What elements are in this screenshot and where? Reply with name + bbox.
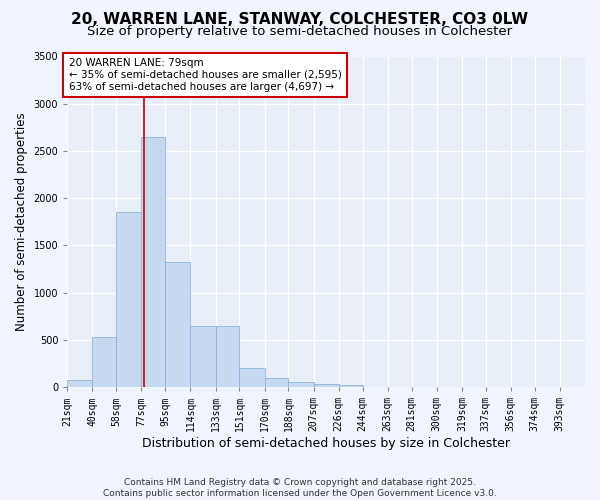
- Bar: [265, 378, 289, 387]
- Bar: [116, 212, 142, 387]
- Text: Contains HM Land Registry data © Crown copyright and database right 2025.
Contai: Contains HM Land Registry data © Crown c…: [103, 478, 497, 498]
- Bar: [166, 262, 190, 387]
- Text: 20, WARREN LANE, STANWAY, COLCHESTER, CO3 0LW: 20, WARREN LANE, STANWAY, COLCHESTER, CO…: [71, 12, 529, 28]
- Bar: [92, 337, 116, 387]
- Y-axis label: Number of semi-detached properties: Number of semi-detached properties: [15, 112, 28, 331]
- Bar: [142, 137, 166, 387]
- Bar: [215, 326, 239, 387]
- Text: 20 WARREN LANE: 79sqm
← 35% of semi-detached houses are smaller (2,595)
63% of s: 20 WARREN LANE: 79sqm ← 35% of semi-deta…: [68, 58, 341, 92]
- Bar: [239, 368, 265, 387]
- Bar: [289, 382, 314, 387]
- Text: Size of property relative to semi-detached houses in Colchester: Size of property relative to semi-detach…: [88, 25, 512, 38]
- Bar: [314, 384, 339, 387]
- Bar: [190, 326, 215, 387]
- Bar: [339, 386, 362, 387]
- X-axis label: Distribution of semi-detached houses by size in Colchester: Distribution of semi-detached houses by …: [142, 437, 510, 450]
- Bar: [67, 380, 92, 387]
